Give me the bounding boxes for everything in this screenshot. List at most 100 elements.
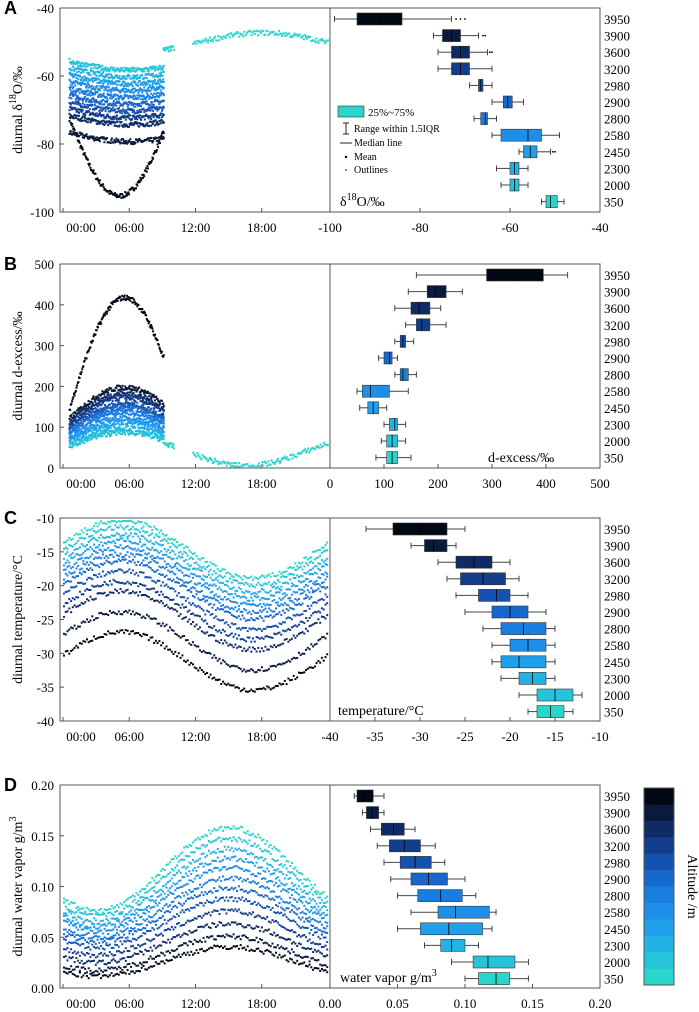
series-point: [89, 640, 92, 643]
series-point: [142, 98, 144, 101]
series-point: [134, 105, 137, 108]
series-point: [123, 196, 126, 199]
series-point: [162, 422, 165, 425]
series-point: [217, 463, 220, 465]
series-point: [123, 591, 126, 594]
series-point: [71, 446, 74, 449]
series-point: [100, 403, 103, 406]
series-point: [291, 457, 294, 460]
series-point: [112, 69, 115, 72]
series-point: [133, 87, 136, 90]
altitude-label: 3200: [604, 62, 630, 77]
series-point: [211, 606, 214, 609]
series-point: [107, 399, 110, 402]
series-point: [222, 642, 224, 645]
series-point: [71, 76, 74, 79]
series-point: [76, 424, 79, 427]
series-point: [263, 461, 266, 464]
series-point: [70, 438, 73, 441]
series-point: [99, 122, 102, 125]
series-point: [325, 39, 328, 42]
series-point: [146, 89, 149, 92]
series-point: [87, 569, 90, 571]
series-point: [292, 634, 295, 637]
series-point: [296, 599, 299, 602]
series-point: [246, 669, 249, 672]
series-point: [136, 84, 139, 87]
series-point: [142, 403, 145, 406]
series-point: [132, 301, 135, 304]
series-point: [118, 393, 121, 396]
series-point: [82, 64, 85, 67]
series-point: [190, 587, 193, 590]
series-point: [91, 88, 94, 91]
series-point: [126, 75, 129, 78]
series-point: [157, 436, 160, 439]
series-point: [162, 49, 165, 52]
series-point: [271, 625, 274, 628]
series-point: [260, 32, 263, 35]
series-point: [69, 437, 72, 440]
series-point: [88, 162, 91, 165]
series-point: [69, 130, 72, 133]
series-point: [135, 553, 138, 556]
series-point: [152, 109, 155, 112]
series-point: [89, 577, 92, 580]
series-point: [68, 431, 71, 434]
series-point: [70, 81, 73, 84]
series-point: [101, 592, 104, 595]
series-point: [74, 117, 77, 120]
series-point: [89, 595, 92, 598]
y-axis-label: diurnal δ18O/‰: [8, 66, 26, 154]
series-point: [132, 69, 135, 72]
series-point: [85, 79, 87, 82]
series-point: [151, 401, 154, 404]
series-point: [121, 422, 124, 424]
series-point: [280, 613, 283, 616]
altitude-label: 2900: [604, 95, 630, 110]
series-point: [153, 570, 156, 573]
series-point: [83, 62, 86, 65]
series-point: [86, 556, 88, 559]
series-point: [86, 157, 89, 160]
series-point: [105, 583, 108, 586]
series-point: [148, 139, 151, 142]
series-point: [94, 419, 97, 422]
series-point: [75, 386, 78, 389]
series-point: [117, 401, 120, 403]
series-point: [83, 407, 86, 410]
series-point: [200, 607, 203, 610]
series-point: [246, 648, 249, 651]
series-point: [113, 124, 116, 127]
series-point: [121, 294, 124, 297]
series-point: [127, 387, 130, 390]
series-point: [73, 416, 75, 419]
series-point: [125, 192, 128, 195]
series-point: [174, 603, 177, 605]
series-point: [118, 425, 121, 428]
series-point: [103, 581, 106, 583]
series-point: [231, 465, 234, 467]
series-point: [136, 420, 139, 423]
series-point: [158, 72, 161, 75]
series-point: [133, 415, 136, 418]
series-point: [73, 563, 76, 566]
series-point: [105, 435, 108, 438]
series-point: [93, 585, 95, 588]
series-point: [126, 580, 129, 583]
series-point: [280, 633, 283, 636]
series-point: [267, 636, 270, 638]
series-point: [108, 610, 111, 612]
series-point: [94, 106, 97, 109]
series-point: [221, 460, 224, 463]
series-point: [184, 616, 187, 619]
series-point: [73, 646, 76, 649]
series-point: [73, 127, 75, 130]
series-point: [241, 649, 244, 652]
series-point: [106, 431, 109, 434]
series-point: [245, 650, 247, 652]
series-point: [116, 74, 118, 77]
series-point: [68, 628, 71, 631]
series-point: [81, 106, 84, 109]
series-point: [102, 410, 105, 413]
